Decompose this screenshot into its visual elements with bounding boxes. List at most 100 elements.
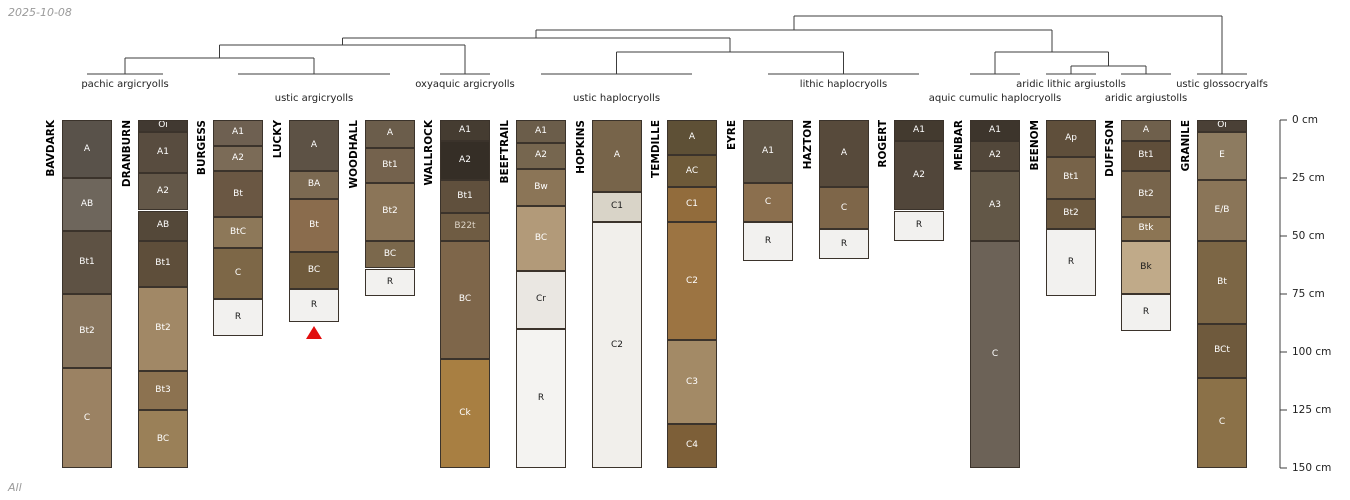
horizon-rect: A2 (440, 140, 490, 181)
horizon-rect: BC (516, 205, 566, 271)
horizon-rect: Btk (1121, 217, 1171, 241)
horizon-rect: Bt1 (138, 240, 188, 287)
depth-tick-label: 50 cm (1292, 230, 1325, 242)
profile-name-label: EYRE (726, 120, 738, 151)
horizon-rect: Bt2 (138, 287, 188, 371)
horizon-rect: BC (289, 252, 339, 290)
horizon-rect: R (213, 298, 263, 336)
horizon-rect: BtC (213, 217, 263, 248)
date-label: 2025-10-08 (8, 6, 72, 19)
horizon-rect: AB (62, 178, 112, 232)
horizon-rect: C1 (592, 191, 642, 223)
depth-tick-label: 125 cm (1292, 404, 1332, 416)
horizon-rect: C (819, 187, 869, 230)
horizon-rect: E/B (1197, 180, 1247, 241)
horizon-rect: A (62, 120, 112, 178)
horizon-rect: A1 (743, 120, 793, 183)
horizon-rect: Bt1 (365, 147, 415, 183)
horizon-rect: Bt (1197, 240, 1247, 325)
horizon-rect: C (970, 240, 1020, 468)
profile-name-label: MENBAR (953, 120, 965, 171)
horizon-rect: Oi (138, 120, 188, 132)
horizon-rect: Bt1 (440, 180, 490, 213)
horizon-rect: A (667, 120, 717, 155)
profile-name-label: BURGESS (196, 120, 208, 176)
horizon-rect: R (365, 268, 415, 297)
horizon-rect: C3 (667, 340, 717, 424)
horizon-rect: A1 (894, 120, 944, 141)
profile-name-label: GRANILE (1180, 120, 1192, 172)
footer-label: All (8, 481, 22, 494)
horizon-rect: BCt (1197, 324, 1247, 378)
horizon-rect: A (592, 120, 642, 192)
horizon-rect: BC (440, 240, 490, 359)
horizon-rect: Bt2 (62, 294, 112, 369)
horizon-rect: R (1121, 294, 1171, 332)
horizon-rect: R (516, 328, 566, 468)
horizon-rect: A1 (970, 120, 1020, 141)
horizon-rect: Bt (289, 198, 339, 253)
horizon-rect: A1 (138, 131, 188, 174)
horizon-rect: C1 (667, 187, 717, 223)
group-label: ustic argicryolls (274, 93, 354, 104)
horizon-rect: Bt2 (1121, 171, 1171, 218)
horizon-rect: R (289, 289, 339, 322)
depth-tick-label: 100 cm (1292, 346, 1332, 358)
profile-name-label: DUFFSON (1104, 120, 1116, 177)
profile-name-label: HAZTON (802, 120, 814, 170)
horizon-rect: C2 (667, 222, 717, 341)
group-label: ustic glossocryalfs (1176, 79, 1268, 90)
horizon-rect: A2 (213, 145, 263, 171)
horizon-rect: C2 (592, 222, 642, 468)
red-triangle-marker (306, 325, 322, 339)
horizon-rect: Bt (213, 171, 263, 218)
profile-name-label: HOPKINS (575, 120, 587, 174)
profile-name-label: WALLROCK (423, 120, 435, 186)
depth-tick-label: 150 cm (1292, 462, 1332, 474)
profile-name-label: DRANBURN (121, 120, 133, 188)
group-label: ustic haplocryolls (572, 93, 661, 104)
group-label: aquic cumulic haplocryolls (928, 93, 1062, 104)
horizon-rect: R (894, 210, 944, 241)
horizon-rect: R (819, 229, 869, 260)
profile-name-label: BEEFTRAIL (499, 120, 511, 184)
profile-name-label: LUCKY (272, 120, 284, 159)
depth-tick-label: 0 cm (1292, 114, 1319, 126)
horizon-rect: A1 (213, 120, 263, 146)
horizon-rect: A2 (894, 140, 944, 211)
horizon-rect: AC (667, 154, 717, 188)
horizon-rect: C (1197, 377, 1247, 468)
horizon-rect: Bt2 (1046, 198, 1096, 230)
horizon-rect: A2 (970, 140, 1020, 172)
horizon-rect: A (819, 120, 869, 188)
horizon-rect: R (1046, 229, 1096, 297)
horizon-rect: C (62, 368, 112, 468)
profile-name-label: WOODHALL (348, 120, 360, 189)
horizon-rect: R (743, 222, 793, 262)
horizon-rect: Bt1 (1121, 140, 1171, 172)
horizon-rect: A (289, 120, 339, 171)
horizon-rect: E (1197, 131, 1247, 181)
horizon-rect: A (365, 120, 415, 148)
group-label: pachic argicryolls (81, 79, 169, 90)
horizon-rect: Bt2 (365, 182, 415, 241)
profile-name-label: TEMDILLE (650, 120, 662, 178)
horizon-rect: Bw (516, 168, 566, 206)
horizon-rect: C (213, 247, 263, 299)
horizon-rect: A3 (970, 171, 1020, 241)
depth-tick-label: 75 cm (1292, 288, 1325, 300)
horizon-rect: BC (138, 410, 188, 468)
horizon-rect: AB (138, 210, 188, 241)
group-label: lithic haplocryolls (799, 79, 888, 90)
horizon-rect: B22t (440, 212, 490, 241)
horizon-rect: A1 (440, 120, 490, 141)
horizon-rect: BC (365, 240, 415, 269)
group-label: aridic lithic argiustolls (1016, 79, 1126, 90)
profile-name-label: BEENOM (1029, 120, 1041, 171)
horizon-rect: Cr (516, 270, 566, 329)
horizon-rect: Bt3 (138, 370, 188, 410)
horizon-rect: A2 (138, 173, 188, 211)
